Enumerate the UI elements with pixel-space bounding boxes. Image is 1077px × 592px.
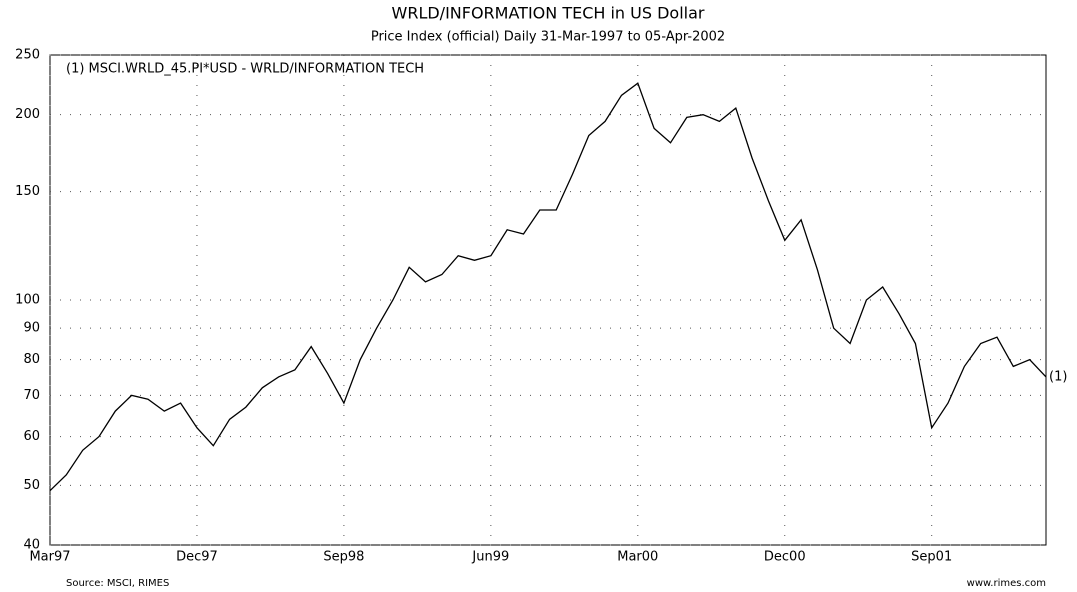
y-tick-label: 100 bbox=[15, 293, 40, 308]
x-tick-label: Dec97 bbox=[176, 550, 218, 565]
plot-frame bbox=[49, 54, 1047, 546]
x-tick-label: Dec00 bbox=[764, 550, 806, 565]
series-end-label: (1) bbox=[1049, 369, 1067, 384]
x-tick-label: Mar97 bbox=[29, 550, 70, 565]
y-tick-label: 150 bbox=[15, 184, 40, 199]
y-tick-label: 80 bbox=[23, 352, 40, 367]
y-tick-label: 50 bbox=[23, 478, 40, 493]
y-tick-label: 70 bbox=[23, 388, 40, 403]
y-tick-label: 90 bbox=[23, 321, 40, 336]
series-line bbox=[49, 82, 1047, 492]
chart-title: WRLD/INFORMATION TECH in US Dollar bbox=[392, 4, 705, 23]
x-tick-label: Sep98 bbox=[323, 550, 364, 565]
chart-subtitle: Price Index (official) Daily 31-Mar-1997… bbox=[371, 30, 725, 45]
x-tick-label: Jun99 bbox=[471, 550, 509, 565]
x-tick-label: Sep01 bbox=[911, 550, 952, 565]
y-tick-label: 250 bbox=[15, 48, 40, 63]
y-tick-label: 200 bbox=[15, 107, 40, 122]
source-note: Source: MSCI, RIMES bbox=[66, 578, 169, 589]
y-tick-label: 60 bbox=[23, 429, 40, 444]
legend-entry: (1) MSCI.WRLD_45.PI*USD - WRLD/INFORMATI… bbox=[66, 62, 424, 77]
credit-note: www.rimes.com bbox=[967, 578, 1046, 589]
y-tick-label: 40 bbox=[23, 538, 40, 553]
x-tick-label: Mar00 bbox=[617, 550, 658, 565]
